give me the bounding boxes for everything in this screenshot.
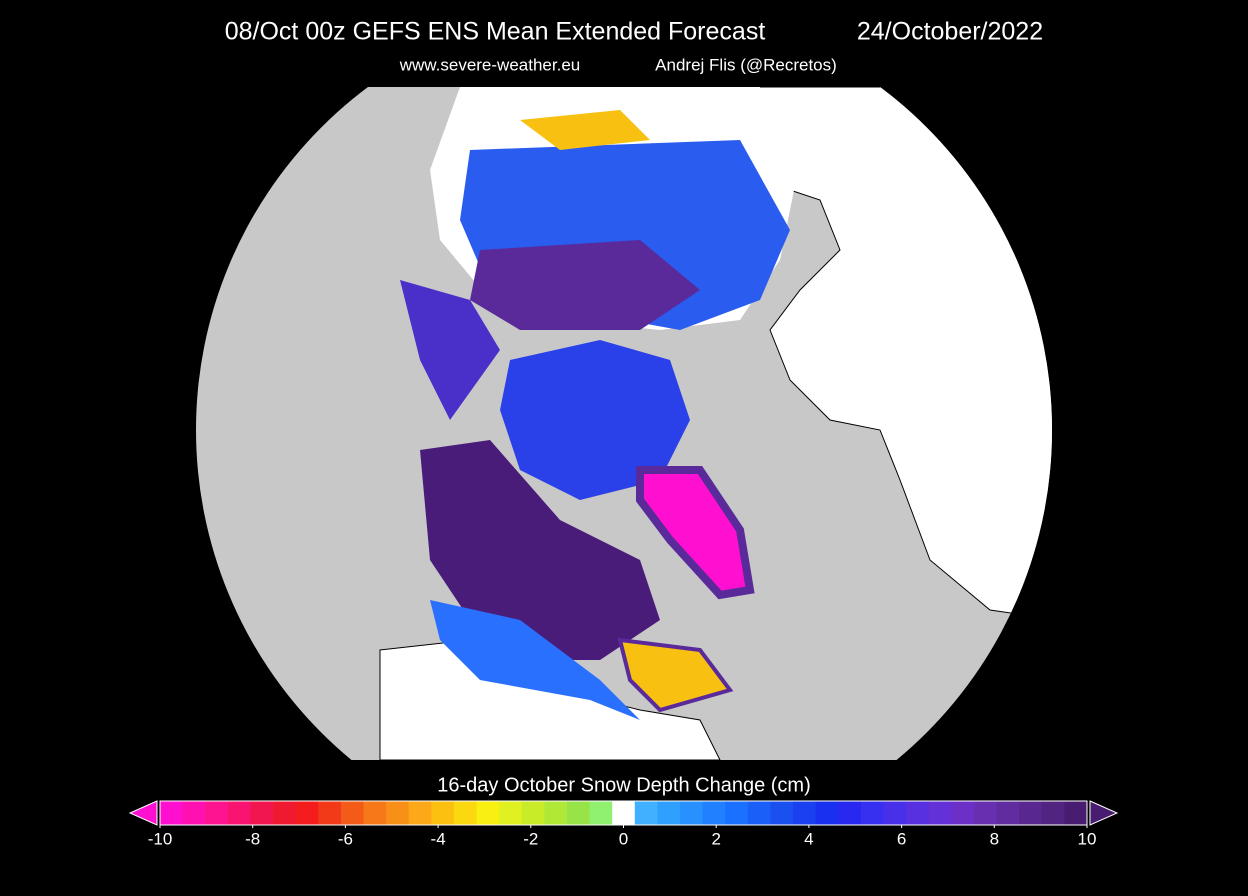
colorbar: -10 -8 -6 -4 -2 0 2 4 6 8 10 xyxy=(128,800,1119,848)
colorbar-segment xyxy=(160,801,184,825)
colorbar-tick-label: 0 xyxy=(619,829,628,848)
colorbar-segment xyxy=(996,801,1020,825)
colorbar-tick-label: -10 xyxy=(148,829,173,848)
colorbar-segment xyxy=(250,801,274,825)
colorbar-tick-label: 2 xyxy=(711,829,720,848)
author: Andrej Flis (@Recretos) xyxy=(655,55,837,74)
colorbar-tick-label: -2 xyxy=(523,829,538,848)
colorbar-segment xyxy=(657,801,681,825)
colorbar-segment xyxy=(340,801,364,825)
colorbar-segment xyxy=(566,801,591,825)
colorbar-segment xyxy=(906,801,930,825)
colorbar-segment xyxy=(227,801,251,825)
colorbar-segment xyxy=(431,801,455,825)
snow-arctic xyxy=(500,340,690,500)
snow-greenland xyxy=(636,466,755,600)
title: 08/Oct 00z GEFS ENS Mean Extended Foreca… xyxy=(225,18,766,46)
colorbar-segment xyxy=(1041,801,1065,825)
colorbar-segment xyxy=(883,801,907,825)
snow-chukotka xyxy=(400,280,500,420)
colorbar-segment xyxy=(793,801,817,825)
date: 24/October/2022 xyxy=(857,18,1043,46)
colorbar-segment xyxy=(453,801,478,825)
colorbar-arrow-low xyxy=(128,800,158,826)
colorbar-segment xyxy=(747,801,771,825)
colorbar-segment xyxy=(273,801,297,825)
colorbar-segment xyxy=(928,801,952,825)
colorbar-segment xyxy=(363,801,387,825)
colorbar-segment xyxy=(815,801,839,825)
colorbar-segment xyxy=(408,801,432,825)
colorbar-segment xyxy=(476,801,500,825)
map xyxy=(196,87,1052,760)
colorbar-tick-label: 6 xyxy=(897,829,906,848)
colorbar-segment xyxy=(725,801,749,825)
colorbar-segment xyxy=(295,801,319,825)
snow-prairies xyxy=(430,600,640,720)
colorbar-label: 16-day October Snow Depth Change (cm) xyxy=(437,774,811,796)
snow-siberia xyxy=(470,240,700,330)
colorbar-tick-label: 4 xyxy=(804,829,813,848)
colorbar-segment xyxy=(860,801,885,825)
colorbar-segment xyxy=(634,801,658,825)
colorbar-arrow-high xyxy=(1089,800,1119,826)
colorbar-segment xyxy=(680,801,704,825)
colorbar-segment xyxy=(951,801,975,825)
colorbar-segment xyxy=(838,801,862,825)
source: www.severe-weather.eu xyxy=(399,55,580,74)
colorbar-segment xyxy=(1064,801,1088,825)
colorbar-segment xyxy=(544,801,568,825)
colorbar-tick-label: -8 xyxy=(245,829,260,848)
colorbar-segment xyxy=(612,801,636,825)
colorbar-tick-label: -6 xyxy=(338,829,353,848)
colorbar-segment xyxy=(521,801,545,825)
snow-quebec xyxy=(617,637,734,713)
colorbar-segment xyxy=(386,801,410,825)
colorbar-segment xyxy=(973,801,998,825)
colorbar-segment xyxy=(770,801,794,825)
colorbar-segment xyxy=(702,801,726,825)
colorbar-segment xyxy=(499,801,523,825)
colorbar-segment xyxy=(1019,801,1043,825)
colorbar-tick-label: 10 xyxy=(1078,829,1097,848)
snow-canada xyxy=(420,440,660,660)
colorbar-segment xyxy=(205,801,229,825)
colorbar-segment xyxy=(182,801,206,825)
colorbar-tick-label: -4 xyxy=(431,829,446,848)
colorbar-segment xyxy=(589,801,613,825)
colorbar-segment xyxy=(318,801,342,825)
snow-altai xyxy=(520,110,650,150)
colorbar-tick-label: 8 xyxy=(990,829,999,848)
